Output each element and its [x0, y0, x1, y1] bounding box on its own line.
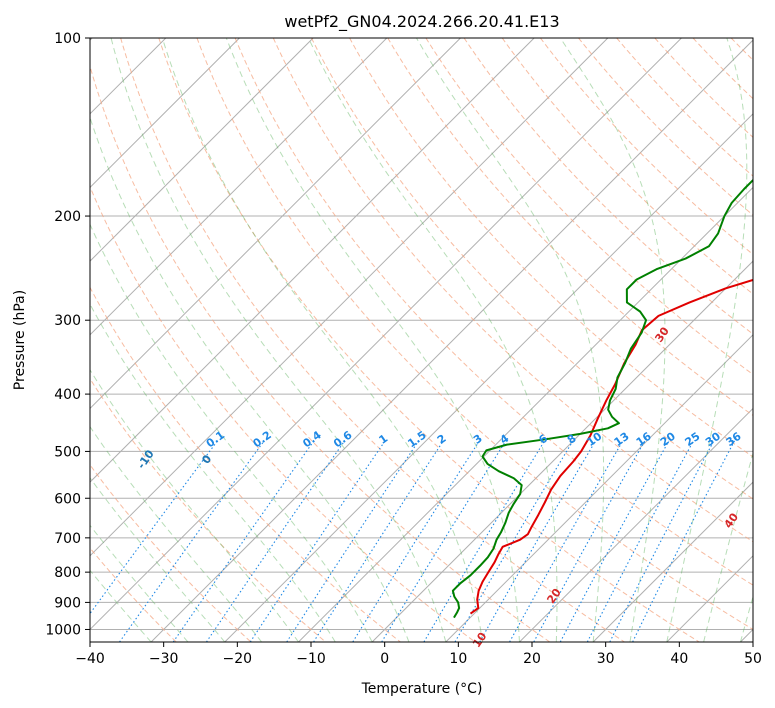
mixing-ratio-line [313, 440, 444, 642]
isotherm [150, 39, 753, 642]
y-axis: 100 200 300 400 500 600 700 800 900 1000 [45, 31, 90, 638]
dry-adiabat [90, 64, 551, 642]
mixing-ratio-line [352, 440, 480, 642]
x-tick-label: 20 [523, 651, 541, 667]
moist-adiabat [90, 223, 373, 642]
dry-adiabat [120, 38, 625, 642]
x-tick-label: −40 [75, 651, 105, 667]
dry-adiabat [425, 38, 753, 376]
dry-adiabat [196, 38, 753, 631]
isotherm [90, 38, 461, 410]
moist-adiabats [90, 38, 753, 642]
dry-adiabat [539, 38, 753, 256]
moist-adiabat [559, 38, 666, 642]
x-axis-title: Temperature (°C) [361, 681, 483, 697]
dry-adiabat [234, 38, 753, 586]
x-axis: −40 −30 −20 −10 0 10 20 30 40 50 [75, 642, 762, 667]
mixing-ratio-line [286, 440, 420, 642]
y-tick-label: 400 [54, 387, 81, 403]
moist-adiabat [90, 569, 152, 642]
y-tick-label: 1000 [45, 622, 81, 638]
moist-adiabat [90, 477, 226, 642]
isotherm [371, 260, 753, 642]
y-tick-label: 500 [54, 444, 81, 460]
mixing-ratio-line [205, 440, 346, 642]
mixing-ratio-line [249, 440, 386, 642]
chart-title: wetPf2_GN04.2024.266.20.41.E13 [284, 12, 559, 32]
x-tick-label: −20 [223, 651, 253, 667]
isotherm [90, 38, 240, 189]
moist-adiabat [307, 38, 558, 642]
y-tick-label: 900 [54, 595, 81, 611]
sounding-profiles [451, 178, 753, 619]
isotherm [519, 407, 753, 642]
dry-adiabat [90, 286, 401, 642]
isotherm [90, 38, 609, 557]
mixing-ratio-line [90, 440, 218, 615]
y-axis-title: Pressure (hPa) [12, 290, 28, 390]
y-tick-label: 200 [54, 209, 81, 225]
skewed-isotherms [90, 38, 753, 642]
y-tick-label: 300 [54, 313, 81, 329]
isotherm [90, 38, 682, 631]
dry-adiabat [90, 377, 327, 642]
dry-adiabat [387, 38, 753, 416]
moist-adiabat [110, 38, 447, 642]
mixing-ratio-line [381, 440, 507, 642]
isotherm [224, 113, 753, 642]
dry-adiabats [90, 38, 753, 642]
x-tick-label: 0 [380, 651, 389, 667]
mixing-ratio-lines [90, 440, 735, 642]
dry-adiabat [501, 38, 753, 295]
isotherm [445, 334, 753, 642]
y-tick-label: 700 [54, 531, 81, 547]
dry-adiabat [90, 464, 252, 642]
dry-adiabat [349, 38, 753, 458]
dry-adiabat [90, 185, 476, 642]
mixing-ratio-line [454, 440, 574, 642]
sounding-line [469, 278, 753, 615]
moist-adiabat [666, 38, 748, 642]
x-tick-label: 50 [744, 651, 762, 667]
dry-adiabat [272, 38, 753, 543]
moist-adiabat [416, 38, 605, 642]
x-tick-label: 40 [670, 651, 688, 667]
moist-adiabat [90, 425, 263, 642]
moist-adiabat [90, 524, 189, 642]
moist-adiabat [225, 38, 520, 642]
moist-adiabat [90, 303, 336, 642]
moist-adiabat [739, 594, 753, 642]
mixing-ratio-line [509, 440, 624, 642]
mixing-ratio-line [172, 440, 315, 642]
mixing-ratio-line [632, 440, 735, 642]
x-tick-label: 30 [597, 651, 615, 667]
y-tick-label: 800 [54, 565, 81, 581]
moist-adiabat [703, 451, 753, 642]
isotherm [90, 38, 314, 262]
moist-adiabat [161, 38, 484, 642]
x-tick-label: −10 [296, 651, 326, 667]
sounding-line [451, 178, 753, 619]
moist-adiabat [90, 368, 299, 642]
dry-adiabat [310, 38, 753, 500]
dry-adiabat [158, 38, 700, 642]
isotherm [592, 481, 753, 642]
isotherm [90, 38, 388, 336]
x-tick-label: 10 [449, 651, 467, 667]
mixing-ratio-line [479, 440, 597, 642]
mixing-ratio-line [533, 440, 646, 642]
y-tick-label: 100 [54, 31, 81, 47]
mixing-ratio-line [423, 440, 545, 642]
moist-adiabat [90, 115, 410, 642]
isotherm [90, 38, 535, 483]
dry-adiabat [616, 38, 753, 177]
x-tick-label: −30 [149, 651, 179, 667]
y-tick-label: 600 [54, 491, 81, 507]
plot-frame [89, 37, 754, 643]
